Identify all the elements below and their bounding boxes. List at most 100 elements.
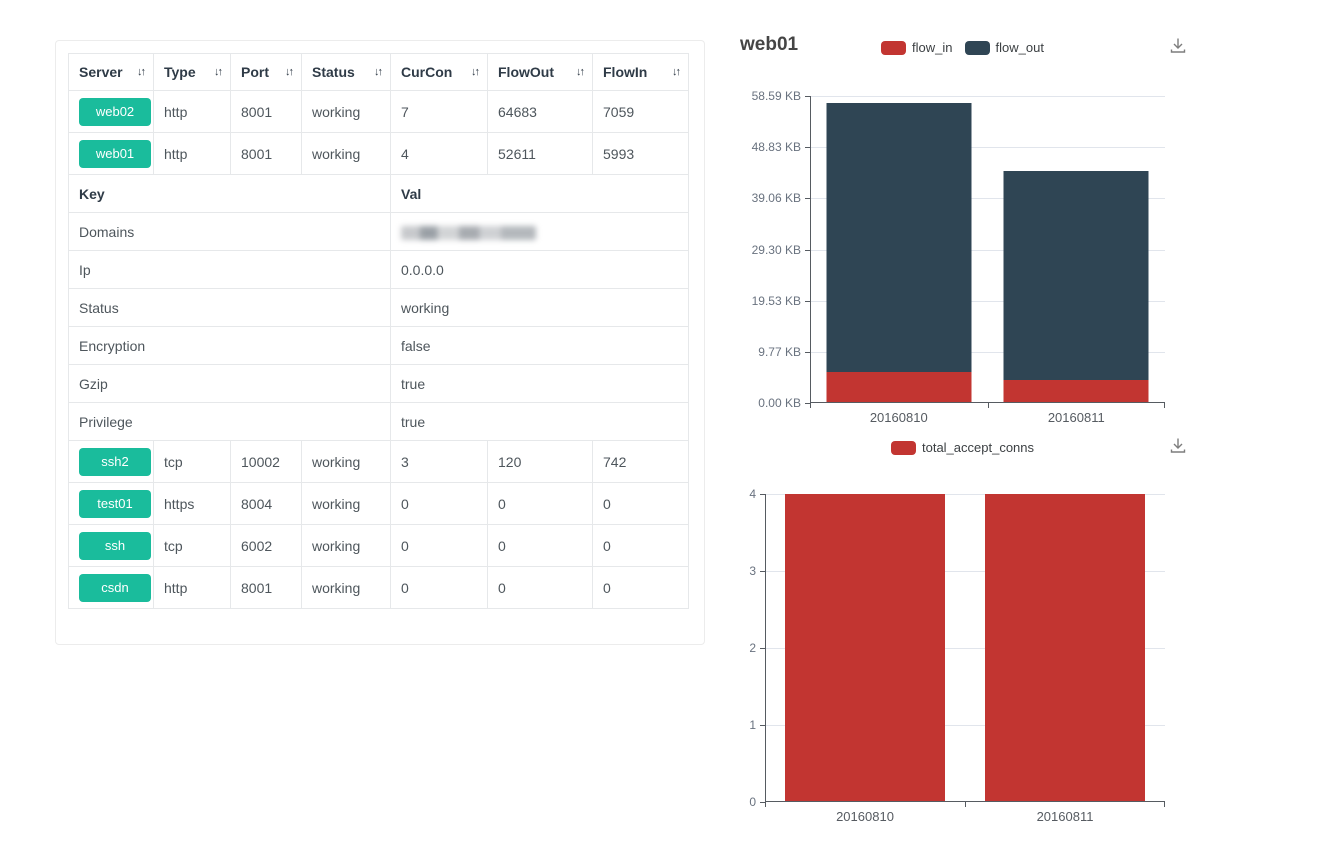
detail-key: Privilege [68,402,391,441]
server-cell: web01 [68,132,154,175]
y-axis-tick [760,802,765,803]
detail-key: Domains [68,212,391,251]
type-cell: https [153,482,231,525]
flowin-cell: 742 [592,440,689,483]
server-cell: test01 [68,482,154,525]
x-axis-category-label: 20160811 [1047,410,1105,425]
legend-item-flow_in[interactable]: flow_in [881,40,953,55]
column-header-curcon[interactable]: CurCon ↓↑ [390,53,488,91]
y-axis-tick [760,571,765,572]
sort-icon[interactable]: ↓↑ [471,66,480,78]
curcon-cell: 4 [390,132,488,175]
flowin-cell: 0 [592,482,689,525]
x-axis-tick [987,403,989,408]
column-header-port[interactable]: Port ↓↑ [230,53,302,91]
bar [1003,96,1149,403]
y-axis-tick [805,249,810,251]
x-axis-tick [765,802,766,807]
server-badge[interactable]: ssh2 [79,447,151,476]
server-badge[interactable]: test01 [79,489,151,518]
server-badge[interactable]: web02 [79,97,151,126]
detail-val: true [390,364,689,403]
bar [985,494,1145,802]
server-badge[interactable]: web01 [79,139,151,168]
legend-item-flow_out[interactable]: flow_out [964,40,1044,55]
flow-chart: web01 flow_in flow_out 0.00 KB 9.77 KB 19.5… [737,30,1188,430]
sort-icon[interactable]: ↓↑ [374,66,383,78]
column-header-server[interactable]: Server ↓↑ [68,53,154,91]
detail-row: Ip 0.0.0.0 [68,250,689,289]
table-row: test01 https 8004 working 0 0 0 [68,482,689,525]
download-icon [1170,38,1186,53]
flowout-cell: 0 [487,566,593,609]
detail-val [390,212,689,251]
sort-icon[interactable]: ↓↑ [672,66,681,78]
column-label: FlowIn [603,64,648,80]
curcon-cell: 0 [390,482,488,525]
column-header-flowin[interactable]: FlowIn ↓↑ [592,53,689,91]
flowin-cell: 0 [592,566,689,609]
download-image-button[interactable] [1168,436,1188,456]
y-axis-tick-label: 3 [749,564,756,578]
flowin-cell: 7059 [592,90,689,133]
table-row: web02 http 8001 working 7 64683 7059 [68,90,689,133]
server-cell: ssh [68,524,154,567]
gridline [810,96,1165,97]
sort-icon[interactable]: ↓↑ [214,66,223,78]
detail-key: Encryption [68,326,391,365]
server-badge[interactable]: csdn [79,573,151,602]
curcon-cell: 0 [390,524,488,567]
y-axis-tick-label: 29.30 KB [751,242,801,257]
type-cell: http [153,132,231,175]
y-axis-tick-label: 19.53 KB [751,293,801,308]
port-cell: 8001 [230,132,302,175]
sort-icon[interactable]: ↓↑ [576,66,585,78]
server-badge[interactable]: ssh [79,531,151,560]
column-label: Type [164,64,196,80]
column-label: FlowOut [498,64,554,80]
flowin-cell: 0 [592,524,689,567]
detail-key: Gzip [68,364,391,403]
chart-title: web01 [740,34,799,55]
port-cell: 8001 [230,90,302,133]
y-axis-tick [805,147,810,149]
detail-val: true [390,402,689,441]
bar-segment-total_accept_conns [785,494,945,802]
column-label: CurCon [401,64,453,80]
flowout-cell: 64683 [487,90,593,133]
status-cell: working [301,524,391,567]
detail-row: Privilege true [68,402,689,441]
column-label: Port [241,64,269,80]
curcon-cell: 3 [390,440,488,483]
detail-row: Gzip true [68,364,689,403]
legend-swatch [964,40,990,55]
y-axis-tick-label: 1 [749,718,756,732]
detail-val: working [390,288,689,327]
column-label: Status [312,64,355,80]
column-header-status[interactable]: Status ↓↑ [301,53,391,91]
port-cell: 8001 [230,566,302,609]
y-axis-tick-label: 4 [749,487,756,501]
sort-icon[interactable]: ↓↑ [285,66,294,78]
sort-icon[interactable]: ↓↑ [137,66,146,78]
x-axis-line [810,402,1165,403]
legend-item-total_accept_conns[interactable]: total_accept_conns [890,440,1034,455]
detail-row: Encryption false [68,326,689,365]
x-axis-category-label: 20160810 [836,809,894,824]
download-image-button[interactable] [1168,36,1188,56]
y-axis-tick [805,300,810,302]
bar-segment-flow_in [826,372,972,403]
y-axis-tick-label: 2 [749,641,756,655]
gridline [765,571,1165,572]
legend-label: flow_out [995,40,1044,55]
table-row: web01 http 8001 working 4 52611 5993 [68,132,689,175]
curcon-cell: 7 [390,90,488,133]
server-cell: csdn [68,566,154,609]
column-header-type[interactable]: Type ↓↑ [153,53,231,91]
detail-key: Ip [68,250,391,289]
flow-bar-plot: 0.00 KB 9.77 KB 19.53 KB 29.30 KB 39.06 KB 48… [752,89,1165,425]
type-cell: tcp [153,524,231,567]
table-row: ssh2 tcp 10002 working 3 120 742 [68,440,689,483]
column-header-flowout[interactable]: FlowOut ↓↑ [487,53,593,91]
